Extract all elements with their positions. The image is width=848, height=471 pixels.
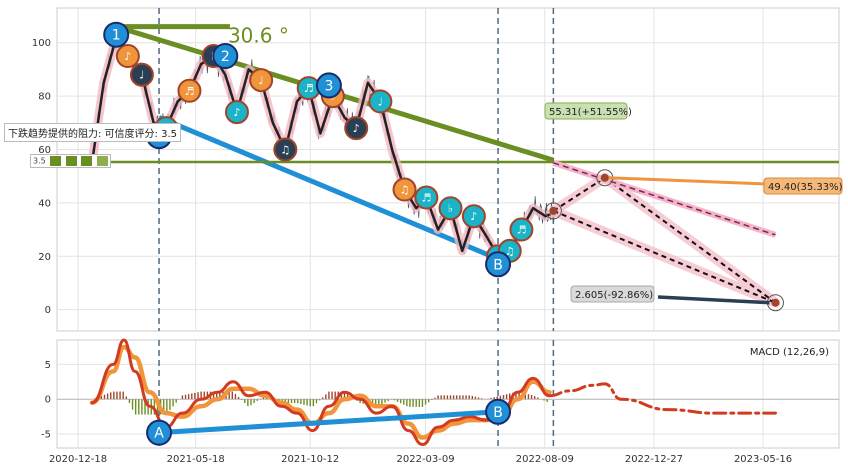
small-wave-marker: [392, 177, 417, 202]
resistance-price-box: [544, 102, 628, 120]
small-wave-marker: [129, 62, 154, 87]
projection-upper-line: [553, 162, 776, 236]
price-y-tick: 40: [38, 198, 51, 209]
macd-divergence-line: [158, 409, 499, 436]
support-trendline: [158, 115, 500, 262]
wave-label-1: 1: [112, 28, 121, 44]
small-wave-marker: [273, 137, 298, 162]
mid-target-box: [763, 177, 843, 195]
macd-y-tick: 0: [45, 395, 51, 406]
score-box: 3.5: [30, 154, 111, 168]
wave-label-2: 2: [221, 49, 230, 65]
score-square-2: [65, 156, 77, 166]
macd-point-B: [485, 398, 512, 425]
projection-node-3: [771, 298, 780, 307]
wave-point-1: [103, 21, 130, 48]
x-tick-label: 2022-08-09: [516, 454, 574, 465]
resistance-price-label: 55.31(+51.55%): [549, 107, 632, 118]
price-y-tick: 0: [45, 305, 51, 316]
price-y-tick: 80: [38, 92, 51, 103]
small-wave-marker: [368, 89, 393, 114]
mid-target-arrow: [608, 176, 768, 186]
resistance-text: 下跌趋势提供的阻力: 可信度评分: 3.5: [8, 129, 177, 140]
macd-point-A: [146, 419, 173, 446]
x-tick-label: 2023-05-16: [734, 454, 792, 465]
small-wave-marker: [115, 44, 140, 69]
small-wave-glyph: ♪: [353, 122, 360, 135]
mid-target-label: 49.40(35.33%): [768, 182, 843, 193]
macd-label-B: B: [493, 405, 503, 421]
small-wave-marker: [509, 217, 534, 242]
small-wave-glyph: ♬: [185, 85, 195, 98]
score-square-1: [50, 156, 62, 166]
low-target-arrow: [657, 295, 770, 305]
small-wave-glyph: ♩: [139, 69, 144, 82]
price-y-tick: 20: [38, 252, 51, 263]
wave-label-3: 3: [324, 78, 333, 94]
score-square-4: [96, 156, 108, 166]
wave-point-3: [315, 72, 342, 99]
wave-label-B: B: [493, 257, 503, 273]
small-wave-marker: [249, 68, 274, 93]
small-wave-glyph: ♪: [124, 50, 131, 63]
small-wave-glyph: ♪: [470, 210, 477, 223]
score-value: 3.5: [33, 156, 46, 166]
low-target-box: [570, 285, 655, 303]
x-tick-label: 2022-03-09: [397, 454, 455, 465]
projection-node-1: [549, 206, 558, 215]
wave-point-2: [212, 43, 239, 70]
small-wave-marker: [224, 100, 249, 125]
small-wave-marker: [461, 204, 486, 229]
small-wave-marker: [414, 185, 439, 210]
price-y-tick: 100: [32, 38, 51, 49]
macd-forecast-line: [547, 382, 777, 415]
x-tick-label: 2021-10-12: [281, 454, 339, 465]
angle-label: 30.6 °: [228, 24, 289, 48]
small-wave-marker: [344, 116, 369, 141]
small-wave-glyph: ♭: [448, 202, 453, 215]
small-wave-glyph: ♩: [259, 74, 264, 87]
resistance-label-box: 下跌趋势提供的阻力: 可信度评分: 3.5: [4, 123, 181, 142]
small-wave-glyph: ♫: [505, 245, 515, 258]
small-wave-glyph: ♩: [378, 95, 383, 108]
score-square-3: [81, 156, 93, 166]
small-wave-glyph: ♬: [421, 192, 431, 205]
low-target-label: 2.605(-92.86%): [575, 290, 653, 301]
price-y-tick: 60: [38, 145, 51, 156]
x-tick-label: 2022-12-27: [625, 454, 683, 465]
macd-y-tick: -5: [41, 430, 51, 441]
small-wave-glyph: ♬: [304, 82, 314, 95]
projection-node-2: [600, 173, 609, 182]
macd-y-tick: 5: [45, 360, 51, 371]
small-wave-glyph: ♫: [280, 143, 290, 156]
small-wave-marker: [177, 78, 202, 103]
small-wave-glyph: ♫: [400, 184, 410, 197]
projection-node-ring-1: [544, 202, 562, 220]
macd-title: MACD (12,26,9): [750, 347, 829, 358]
projection-line-3: [552, 209, 776, 304]
small-wave-marker: [438, 196, 463, 221]
x-tick-label: 2020-12-18: [49, 454, 107, 465]
small-wave-glyph: ♪: [233, 106, 240, 119]
macd-label-A: A: [154, 426, 164, 442]
x-tick-label: 2021-05-18: [167, 454, 225, 465]
projection-line-1: [552, 176, 606, 212]
small-wave-glyph: ♬: [516, 224, 526, 237]
wave-point-B: [485, 251, 512, 278]
